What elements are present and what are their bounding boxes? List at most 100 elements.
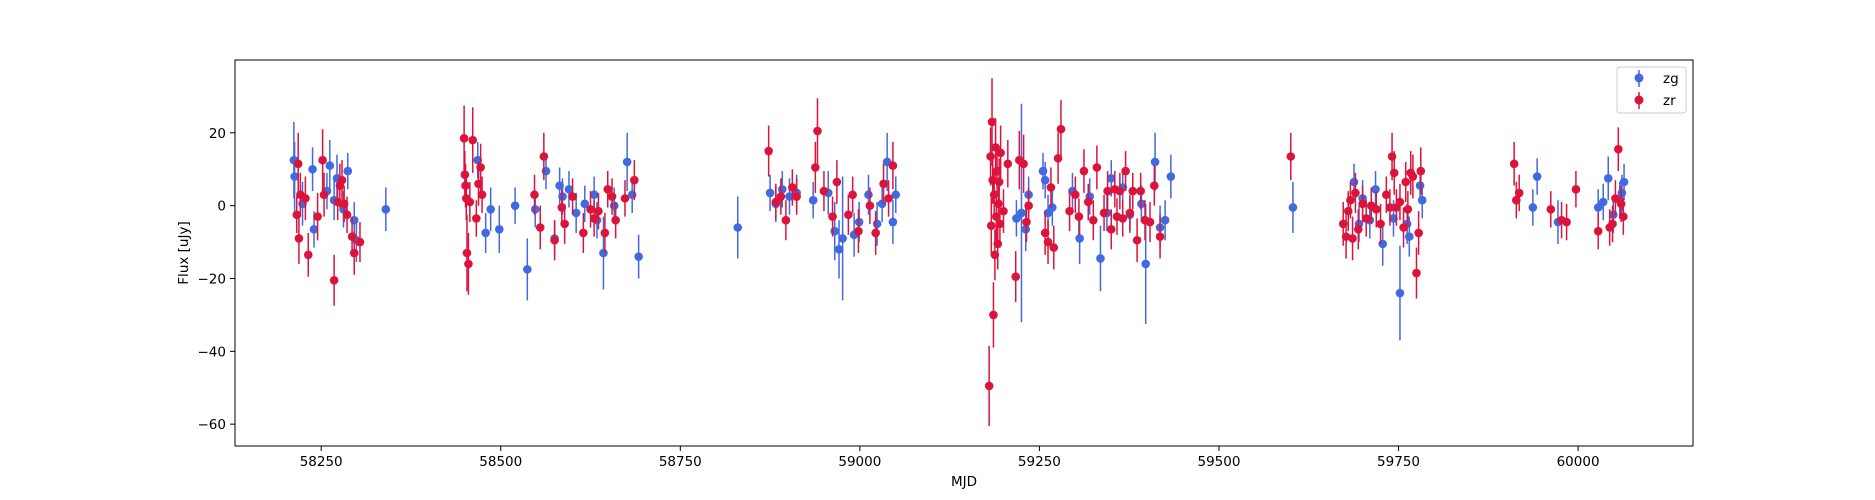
data-point <box>319 190 329 200</box>
data-point <box>811 163 820 172</box>
data-point <box>1022 217 1031 227</box>
data-point <box>550 235 559 245</box>
y-axis: −60 −40 −20 0 20 <box>198 126 235 433</box>
data-point <box>1341 232 1351 241</box>
data-point <box>1075 234 1084 243</box>
data-point <box>1399 223 1408 232</box>
data-point <box>1408 172 1418 181</box>
data-point <box>1403 205 1413 214</box>
data-point <box>1125 208 1135 218</box>
data-point <box>792 192 801 201</box>
data-point <box>1593 203 1603 212</box>
data-point <box>844 210 853 220</box>
data-point <box>1121 166 1130 176</box>
data-point <box>1614 144 1623 154</box>
data-point <box>1043 237 1053 247</box>
data-point <box>476 163 485 172</box>
data-point <box>1376 219 1385 229</box>
x-tick-label: 59500 <box>1197 454 1240 470</box>
data-point <box>1361 214 1371 223</box>
data-point <box>1514 188 1524 198</box>
data-point <box>303 250 313 260</box>
data-point <box>1286 152 1296 161</box>
data-point <box>355 237 365 247</box>
data-point <box>1571 184 1581 194</box>
data-point <box>1598 197 1608 207</box>
data-point <box>1371 205 1381 214</box>
data-point <box>1048 203 1057 212</box>
data-point <box>848 190 857 200</box>
data-point <box>539 152 549 161</box>
legend-label-zg: zg <box>1663 71 1679 87</box>
legend-item-zr: zr <box>1634 92 1676 109</box>
y-axis-label: Flux [uJy] <box>176 221 192 284</box>
data-point <box>879 179 888 189</box>
data-point <box>607 192 617 201</box>
data-point <box>1071 190 1080 200</box>
series-zg <box>289 103 1629 341</box>
data-point <box>888 217 898 227</box>
data-point <box>999 206 1008 216</box>
data-point <box>808 195 818 205</box>
x-tick-label: 58500 <box>479 454 522 470</box>
y-tick-label: −20 <box>198 271 227 287</box>
y-tick-label: 20 <box>209 126 226 142</box>
data-point <box>462 248 472 258</box>
data-point <box>1088 215 1098 225</box>
data-point <box>1096 254 1105 263</box>
data-point <box>622 157 632 167</box>
data-point <box>1395 197 1405 207</box>
data-point <box>1593 226 1603 236</box>
data-point <box>541 166 551 176</box>
data-point <box>586 205 595 214</box>
data-point <box>495 225 504 234</box>
data-point <box>1092 163 1102 172</box>
data-point <box>349 215 359 225</box>
data-point <box>1065 206 1074 216</box>
data-point <box>1288 203 1298 212</box>
data-point <box>1401 177 1411 187</box>
data-point <box>620 194 630 203</box>
data-point <box>864 190 873 200</box>
data-point <box>765 188 775 198</box>
data-point <box>1049 243 1059 252</box>
data-point <box>1155 232 1165 241</box>
data-point <box>838 234 847 243</box>
data-point <box>986 221 996 230</box>
data-point <box>1115 186 1125 196</box>
data-point <box>294 234 304 243</box>
series-zr <box>292 78 1628 426</box>
y-tick-label: 0 <box>217 199 226 215</box>
data-point <box>788 183 797 192</box>
data-point <box>854 226 863 236</box>
data-point <box>987 117 997 127</box>
data-point <box>1012 214 1021 223</box>
data-point <box>1562 217 1571 227</box>
data-point <box>1103 186 1112 196</box>
data-point <box>1619 212 1628 221</box>
data-point <box>1150 181 1159 190</box>
data-point <box>313 212 322 221</box>
data-point <box>989 310 998 320</box>
data-point <box>984 381 994 391</box>
data-point <box>996 148 1005 158</box>
data-point <box>871 228 880 238</box>
data-point <box>571 208 581 218</box>
data-point <box>994 177 1004 187</box>
data-point <box>1417 195 1427 205</box>
legend-box <box>1616 66 1687 114</box>
data-point <box>1019 159 1028 169</box>
data-point <box>832 177 842 187</box>
data-point <box>1358 199 1367 209</box>
x-axis-label: MJD <box>951 474 977 490</box>
data-point <box>1532 172 1542 181</box>
data-point <box>1106 225 1116 234</box>
data-point <box>301 194 310 203</box>
data-point <box>481 228 490 238</box>
data-point <box>1351 188 1360 198</box>
data-point <box>381 205 391 214</box>
legend: zg zr <box>1616 66 1687 114</box>
data-point <box>1128 186 1138 196</box>
data-point <box>777 184 787 194</box>
